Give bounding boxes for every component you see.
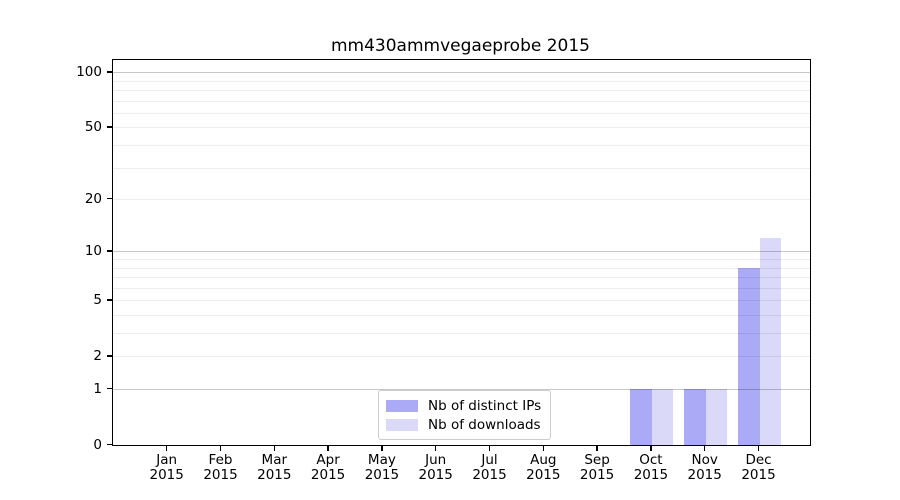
gridline-major xyxy=(113,72,810,74)
legend-label-downloads: Nb of downloads xyxy=(428,416,541,433)
bar-downloads xyxy=(705,389,728,445)
x-tick-mark xyxy=(488,445,491,451)
x-tick-label: Sep 2015 xyxy=(579,452,615,483)
bar-distinct-ips xyxy=(684,389,706,445)
y-tick-mark xyxy=(107,71,112,73)
x-tick-label: Mar 2015 xyxy=(257,452,292,483)
gridline-major xyxy=(113,251,810,253)
x-tick-mark xyxy=(596,445,598,451)
y-tick-mark xyxy=(107,444,112,446)
x-tick-label: Jul 2015 xyxy=(472,452,507,483)
gridline-minor xyxy=(113,145,810,147)
x-tick-label: May 2015 xyxy=(364,452,400,483)
x-tick-label: Feb 2015 xyxy=(203,452,238,483)
y-tick-label: 2 xyxy=(93,347,102,364)
y-tick-mark xyxy=(107,250,112,252)
gridline-minor xyxy=(113,90,810,92)
y-tick-label: 5 xyxy=(93,291,102,308)
gridline-minor xyxy=(113,287,810,289)
plot-area xyxy=(112,59,811,446)
legend-swatch-distinct-ips xyxy=(386,399,418,412)
gridline-minor xyxy=(113,277,810,279)
y-tick-label: 1 xyxy=(93,380,102,397)
x-tick-label: Oct 2015 xyxy=(633,452,669,483)
legend-entry-distinct-ips: Nb of distinct IPs xyxy=(386,396,541,415)
x-tick-label: Apr 2015 xyxy=(310,452,346,483)
y-tick-label: 50 xyxy=(84,118,102,135)
gridline-minor xyxy=(113,333,810,335)
x-tick-label: Dec 2015 xyxy=(741,452,776,483)
legend-entry-downloads: Nb of downloads xyxy=(386,415,541,434)
x-tick-label: Nov 2015 xyxy=(687,452,722,483)
gridline-minor xyxy=(113,199,810,201)
gridline-minor xyxy=(113,80,810,82)
y-tick-label: 10 xyxy=(84,242,102,259)
y-tick-mark xyxy=(107,355,112,357)
y-tick-mark xyxy=(107,126,112,128)
x-tick-mark xyxy=(757,445,760,451)
chart-title: mm430ammvegaeprobe 2015 xyxy=(330,36,591,56)
y-tick-label: 100 xyxy=(76,63,102,80)
bar-distinct-ips xyxy=(630,389,652,445)
gridline-minor xyxy=(113,127,810,129)
x-tick-mark xyxy=(327,445,329,451)
gridline-minor xyxy=(113,314,810,316)
bar-distinct-ips xyxy=(738,267,760,445)
y-tick-mark xyxy=(107,198,112,200)
x-tick-label: Jan 2015 xyxy=(149,452,184,483)
y-tick-mark xyxy=(107,388,112,390)
x-tick-mark xyxy=(704,445,706,451)
x-tick-mark xyxy=(273,445,275,451)
x-tick-mark xyxy=(435,445,437,451)
bar-downloads xyxy=(759,237,781,445)
gridline-major xyxy=(113,389,810,390)
y-tick-mark xyxy=(107,299,112,301)
y-tick-label: 20 xyxy=(84,190,102,207)
legend-swatch-downloads xyxy=(386,418,418,431)
x-tick-mark xyxy=(219,445,222,451)
x-tick-mark xyxy=(650,445,652,451)
x-tick-mark xyxy=(166,445,168,451)
gridline-minor xyxy=(113,267,810,269)
gridline-minor xyxy=(113,300,810,302)
x-tick-mark xyxy=(542,445,544,451)
gridline-minor xyxy=(113,167,810,169)
gridline-minor xyxy=(113,356,810,358)
bar-downloads xyxy=(651,389,674,445)
x-tick-mark xyxy=(381,445,383,451)
legend: Nb of distinct IPs Nb of downloads xyxy=(378,390,552,440)
y-tick-label: 0 xyxy=(93,436,102,453)
gridline-minor xyxy=(113,112,810,114)
legend-label-distinct-ips: Nb of distinct IPs xyxy=(428,397,542,414)
x-tick-label: Jun 2015 xyxy=(418,452,453,483)
gridline-minor xyxy=(113,259,810,260)
x-tick-label: Aug 2015 xyxy=(526,452,561,483)
gridline-minor xyxy=(113,100,810,102)
